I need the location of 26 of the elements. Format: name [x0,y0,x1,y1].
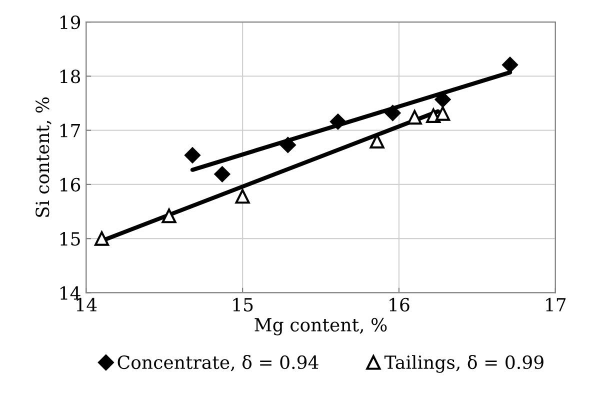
legend-label: Tailings, δ = 0.99 [384,354,544,373]
x-tick-label: 15 [233,298,253,312]
x-tick-label: 17 [546,298,566,312]
point [407,110,422,125]
x-tick-label: 16 [390,298,410,312]
point [435,106,450,121]
point [280,137,296,153]
point [330,114,346,130]
point [502,56,518,73]
y-tick-label: 15 [60,232,80,246]
y-tick-label: 16 [60,178,80,192]
y-tick-label: 18 [60,70,80,84]
point [214,166,230,182]
y-tick-label: 17 [60,124,80,138]
point [370,134,384,148]
point [162,208,176,224]
point [94,231,110,246]
point [235,189,250,204]
x-tick-label: 14 [76,298,97,312]
y-axis-title: Si content, % [36,97,52,217]
y-tick-label: 14 [60,286,80,300]
point [384,105,401,121]
point [184,147,200,164]
x-axis-title: Mg content, % [254,318,387,336]
y-tick-label: 19 [60,16,80,30]
legend-label: Concentrate, δ = 0.94 [118,354,318,372]
